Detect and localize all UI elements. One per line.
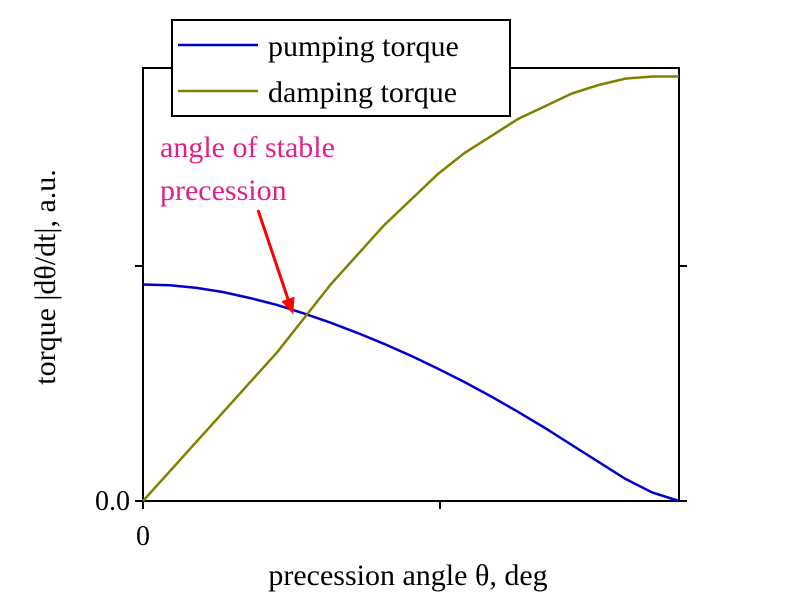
annotation-label-line-1: angle of stable bbox=[160, 131, 335, 164]
legend-box bbox=[171, 19, 511, 117]
legend-label-damping: damping torque bbox=[268, 76, 457, 109]
y-tick-label: 0.0 bbox=[95, 486, 130, 517]
annotation-arrow bbox=[256, 209, 290, 300]
legend: pumping torque damping torque bbox=[171, 19, 511, 117]
annotation-label-line-2: precession bbox=[160, 174, 287, 207]
series-line-damping-torque bbox=[142, 75, 679, 502]
series-line-pumping-torque bbox=[142, 283, 680, 503]
legend-label-pumping: pumping torque bbox=[268, 30, 459, 63]
x-axis-label: precession angle θ, deg bbox=[268, 559, 547, 592]
y-axis-label: torque |dθ/dt|, a.u. bbox=[29, 169, 62, 385]
annotation-arrowhead bbox=[281, 296, 295, 315]
x-tick-label: 0 bbox=[136, 521, 150, 552]
